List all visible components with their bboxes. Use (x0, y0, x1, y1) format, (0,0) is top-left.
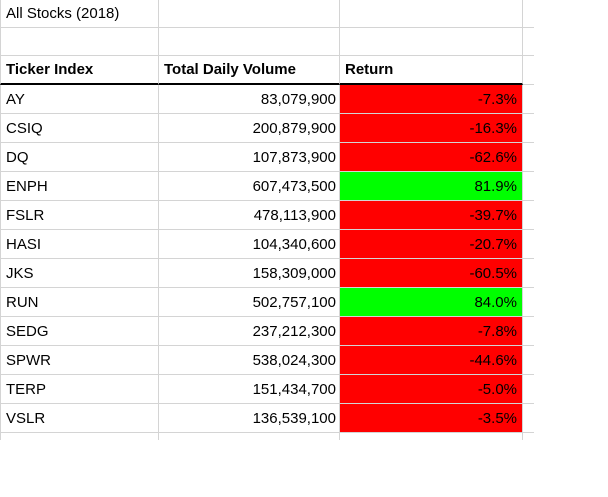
return-cell[interactable]: -60.5% (340, 259, 523, 288)
ticker-cell[interactable]: SEDG (0, 317, 159, 346)
grid-stub-cell (159, 433, 340, 440)
ticker-cell[interactable]: HASI (0, 230, 159, 259)
ticker-cell[interactable]: SPWR (0, 346, 159, 375)
return-cell[interactable]: -62.6% (340, 143, 523, 172)
ticker-cell[interactable]: ENPH (0, 172, 159, 201)
return-cell[interactable]: -20.7% (340, 230, 523, 259)
grid-stub-cell (523, 375, 534, 404)
ticker-cell[interactable]: CSIQ (0, 114, 159, 143)
table-row: JKS 158,309,000 -60.5% (0, 259, 608, 288)
grid-stub-cell (523, 0, 534, 28)
grid-stub-cell (523, 404, 534, 433)
spacer-row (0, 28, 608, 56)
volume-cell[interactable]: 538,024,300 (159, 346, 340, 375)
return-cell[interactable]: 84.0% (340, 288, 523, 317)
volume-cell[interactable]: 478,113,900 (159, 201, 340, 230)
ticker-cell[interactable]: VSLR (0, 404, 159, 433)
header-row: Ticker Index Total Daily Volume Return (0, 56, 608, 85)
table-row: RUN 502,757,100 84.0% (0, 288, 608, 317)
grid-stub-cell (523, 317, 534, 346)
return-cell[interactable]: 81.9% (340, 172, 523, 201)
table-row: AY 83,079,900 -7.3% (0, 85, 608, 114)
grid-stub-cell (523, 85, 534, 114)
grid-stub-cell (523, 433, 534, 440)
volume-cell[interactable]: 607,473,500 (159, 172, 340, 201)
empty-cell[interactable] (0, 28, 159, 56)
table-row: TERP 151,434,700 -5.0% (0, 375, 608, 404)
volume-cell[interactable]: 237,212,300 (159, 317, 340, 346)
table-row: ENPH 607,473,500 81.9% (0, 172, 608, 201)
table-row: FSLR 478,113,900 -39.7% (0, 201, 608, 230)
table-row: CSIQ 200,879,900 -16.3% (0, 114, 608, 143)
ticker-cell[interactable]: AY (0, 85, 159, 114)
grid-stub-cell (523, 346, 534, 375)
partial-row (0, 433, 608, 440)
volume-cell[interactable]: 104,340,600 (159, 230, 340, 259)
return-cell[interactable]: -3.5% (340, 404, 523, 433)
grid-stub-cell (0, 433, 159, 440)
header-ticker-index[interactable]: Ticker Index (0, 56, 159, 85)
grid-stub-cell (523, 28, 534, 56)
return-cell[interactable]: -44.6% (340, 346, 523, 375)
return-cell[interactable]: -5.0% (340, 375, 523, 404)
ticker-cell[interactable]: RUN (0, 288, 159, 317)
grid-stub-cell (523, 201, 534, 230)
volume-cell[interactable]: 136,539,100 (159, 404, 340, 433)
volume-cell[interactable]: 151,434,700 (159, 375, 340, 404)
title-row: All Stocks (2018) (0, 0, 608, 28)
volume-cell[interactable]: 200,879,900 (159, 114, 340, 143)
ticker-cell[interactable]: TERP (0, 375, 159, 404)
ticker-cell[interactable]: JKS (0, 259, 159, 288)
empty-cell[interactable] (340, 28, 523, 56)
empty-cell[interactable] (159, 0, 340, 28)
return-cell[interactable]: -39.7% (340, 201, 523, 230)
grid-stub-cell (523, 56, 534, 85)
volume-cell[interactable]: 158,309,000 (159, 259, 340, 288)
return-cell[interactable]: -16.3% (340, 114, 523, 143)
table-row: SEDG 237,212,300 -7.8% (0, 317, 608, 346)
return-cell[interactable]: -7.8% (340, 317, 523, 346)
ticker-cell[interactable]: FSLR (0, 201, 159, 230)
empty-cell[interactable] (340, 0, 523, 28)
header-return[interactable]: Return (340, 56, 523, 85)
grid-stub-cell (523, 259, 534, 288)
table-row: VSLR 136,539,100 -3.5% (0, 404, 608, 433)
volume-cell[interactable]: 83,079,900 (159, 85, 340, 114)
table-row: HASI 104,340,600 -20.7% (0, 230, 608, 259)
grid-stub-cell (523, 114, 534, 143)
grid-stub-cell (523, 143, 534, 172)
empty-cell[interactable] (159, 28, 340, 56)
grid-stub-cell (523, 230, 534, 259)
header-total-daily-volume[interactable]: Total Daily Volume (159, 56, 340, 85)
volume-cell[interactable]: 107,873,900 (159, 143, 340, 172)
grid-stub-cell (523, 288, 534, 317)
grid-stub-cell (340, 433, 523, 440)
title-cell[interactable]: All Stocks (2018) (0, 0, 159, 28)
table-row: DQ 107,873,900 -62.6% (0, 143, 608, 172)
volume-cell[interactable]: 502,757,100 (159, 288, 340, 317)
ticker-cell[interactable]: DQ (0, 143, 159, 172)
table-row: SPWR 538,024,300 -44.6% (0, 346, 608, 375)
grid-stub-cell (523, 172, 534, 201)
return-cell[interactable]: -7.3% (340, 85, 523, 114)
